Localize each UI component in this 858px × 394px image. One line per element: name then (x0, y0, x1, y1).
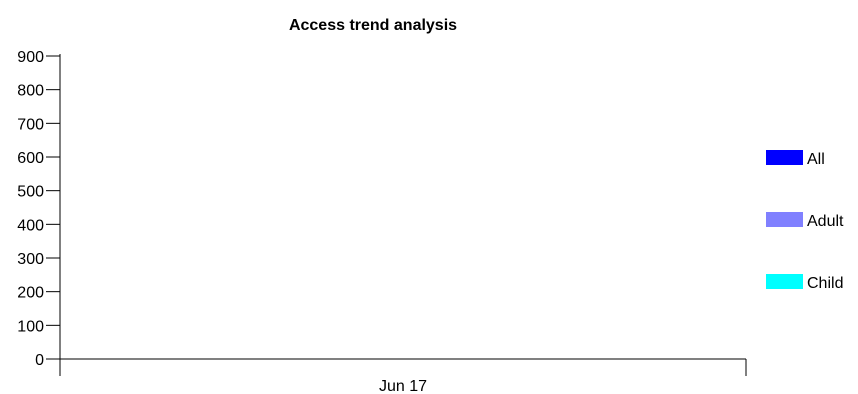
legend-label: Adult (807, 213, 844, 230)
x-axis-ticks: Jun 17 (379, 378, 427, 394)
legend-swatch (766, 274, 803, 289)
y-tick-label: 900 (17, 49, 44, 66)
x-tick-label: Jun 17 (379, 378, 427, 394)
y-tick-label: 100 (17, 318, 44, 335)
y-tick-label: 600 (17, 150, 44, 167)
legend-label: All (807, 151, 825, 168)
legend-label: Child (807, 275, 843, 292)
legend-swatch (766, 150, 803, 165)
chart-title: Access trend analysis (289, 17, 457, 34)
y-axis-ticks: 0 100 200 300 400 500 600 700 800 900 (17, 49, 60, 369)
y-tick-label: 800 (17, 83, 44, 100)
legend: All Adult Child (766, 150, 844, 292)
legend-swatch (766, 212, 803, 227)
y-tick-label: 200 (17, 285, 44, 302)
y-tick-label: 700 (17, 116, 44, 133)
y-tick-label: 400 (17, 217, 44, 234)
y-tick-label: 0 (35, 352, 44, 369)
y-tick-label: 300 (17, 251, 44, 268)
y-tick-label: 500 (17, 184, 44, 201)
